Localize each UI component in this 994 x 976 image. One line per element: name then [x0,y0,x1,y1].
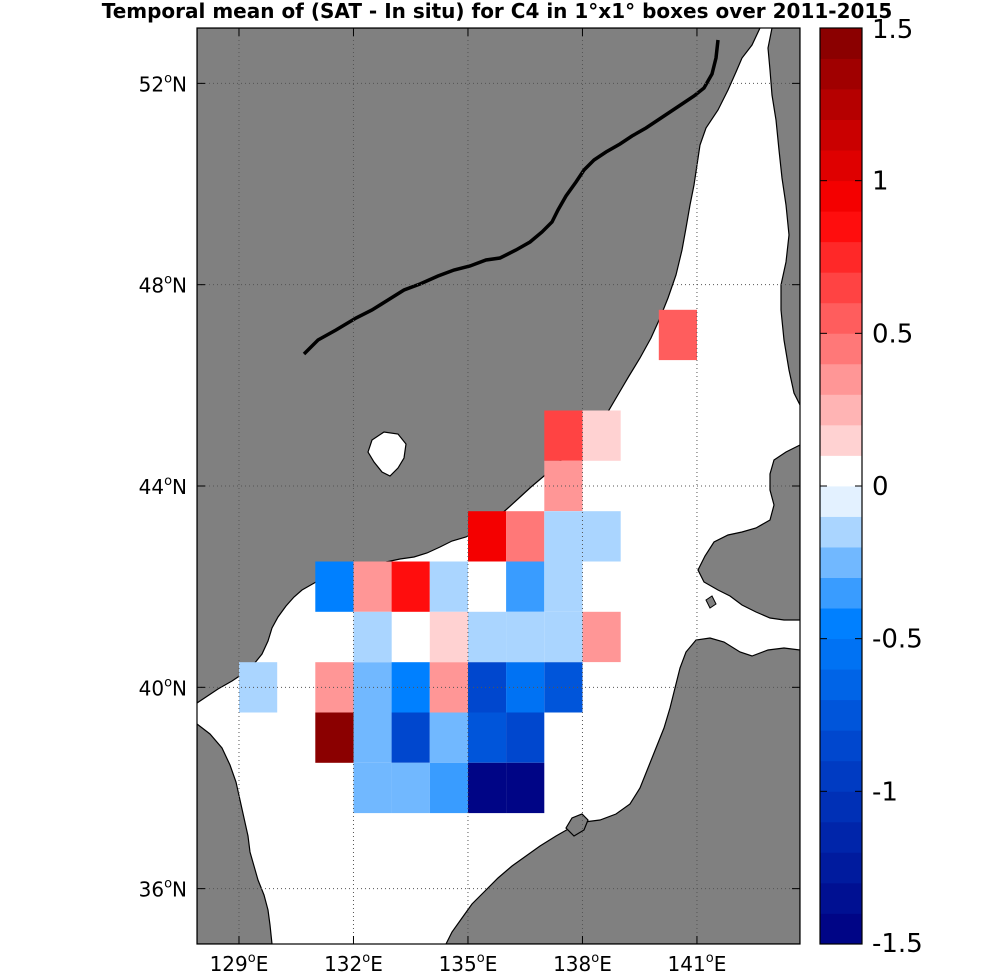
data-cell [506,611,545,663]
data-cell [506,511,545,562]
colorbar: 1.5 1 0.5 0 -0.5 -1 -1.5 [819,15,923,959]
data-cell [544,410,583,461]
data-cell [468,762,507,814]
chart-title: Temporal mean of (SAT - In situ) for C4 … [101,0,893,23]
lake-khanka [367,431,407,477]
colorbar-segment [820,424,862,456]
data-cell [391,762,430,814]
data-cell [391,712,430,763]
colorbar-segment [820,852,862,884]
data-cell [353,561,392,612]
y-tick-label: 40oN [139,675,187,700]
gridlines [197,28,800,944]
colorbar-segment [820,577,862,609]
colorbar-tick-label: -1 [872,777,898,807]
colorbar-segment [820,180,862,212]
colorbar-segment [820,669,862,701]
x-tick-label: 129oE [210,951,269,976]
data-cell [468,712,507,763]
colorbar-segment [820,821,862,853]
colorbar-segment [820,119,862,151]
colorbar-segment [820,363,862,395]
data-cell [315,712,354,763]
data-cell [429,762,468,814]
data-cell [582,511,621,562]
colorbar-segment [820,455,862,487]
data-cell [544,611,583,663]
colorbar-segment [820,486,862,517]
colorbar-segment [820,913,862,945]
data-cell [582,611,621,663]
colorbar-segment [820,699,862,731]
data-cell [353,611,392,663]
colorbar-segment [820,547,862,578]
data-cell [506,712,545,763]
river [302,39,720,356]
colorbar-segment [820,608,862,640]
data-cell [315,561,354,612]
data-cell [506,762,545,814]
colorbar-segment [820,516,862,548]
colorbar-segment [820,211,862,243]
x-tick-label: 132oE [324,951,383,976]
colorbar-segment [820,272,862,304]
data-cell [582,410,621,461]
data-cell [658,309,697,361]
land-sado [565,813,589,837]
data-cell [544,460,583,512]
land-small-island [705,595,717,609]
colorbar-segment [820,638,862,670]
colorbar-tick-label: -0.5 [872,625,923,655]
land-honshu [445,637,800,944]
x-tick-label: 141oE [668,951,727,976]
data-cell [353,762,392,814]
colorbar-tick-label: 0.5 [872,319,913,349]
colorbar-segment [820,730,862,762]
colorbar-segment [820,150,862,182]
data-cell [239,662,278,713]
data-cell [544,511,583,562]
y-tick-label: 44oN [139,474,187,499]
colorbar-tick-label: 1 [872,167,889,197]
data-cell [544,561,583,612]
land-hokkaido [697,444,800,621]
data-cell [468,662,507,713]
colorbar-tick-label: 0 [872,472,889,502]
data-cell [468,511,507,562]
colorbar-tick-label: -1.5 [872,929,923,959]
data-cell [506,561,545,612]
colorbar-segment [820,882,862,914]
data-cell [468,561,507,612]
colorbar-segment [820,333,862,365]
colorbar-segment [820,58,862,90]
colorbar-segment [820,791,862,823]
data-cell [353,712,392,763]
colorbar-tick-label: 1.5 [872,15,913,45]
data-cell [544,662,583,713]
data-cell [429,561,468,612]
data-cell [429,662,468,713]
colorbar-segment [820,241,862,273]
data-cell [429,611,468,663]
y-tick-label: 52oN [139,71,187,96]
colorbar-segment [820,302,862,334]
y-tick-label: 36oN [139,877,187,902]
y-tick-label: 48oN [139,273,187,298]
y-axis: 52oN 48oN 44oN 40oN 36oN [139,71,800,902]
colorbar-segment [820,760,862,792]
x-tick-label: 138oE [553,951,612,976]
land-sakhalin [767,28,800,406]
x-axis: 129oE 132oE 135oE 138oE 141oE [210,28,727,976]
x-tick-label: 135oE [439,951,498,976]
data-cell [429,712,468,763]
data-cells [239,309,697,814]
colorbar-segment [820,394,862,426]
colorbar-segment [820,89,862,120]
data-cell [391,561,430,612]
data-cell [468,611,507,663]
colorbar-segment [820,28,862,59]
